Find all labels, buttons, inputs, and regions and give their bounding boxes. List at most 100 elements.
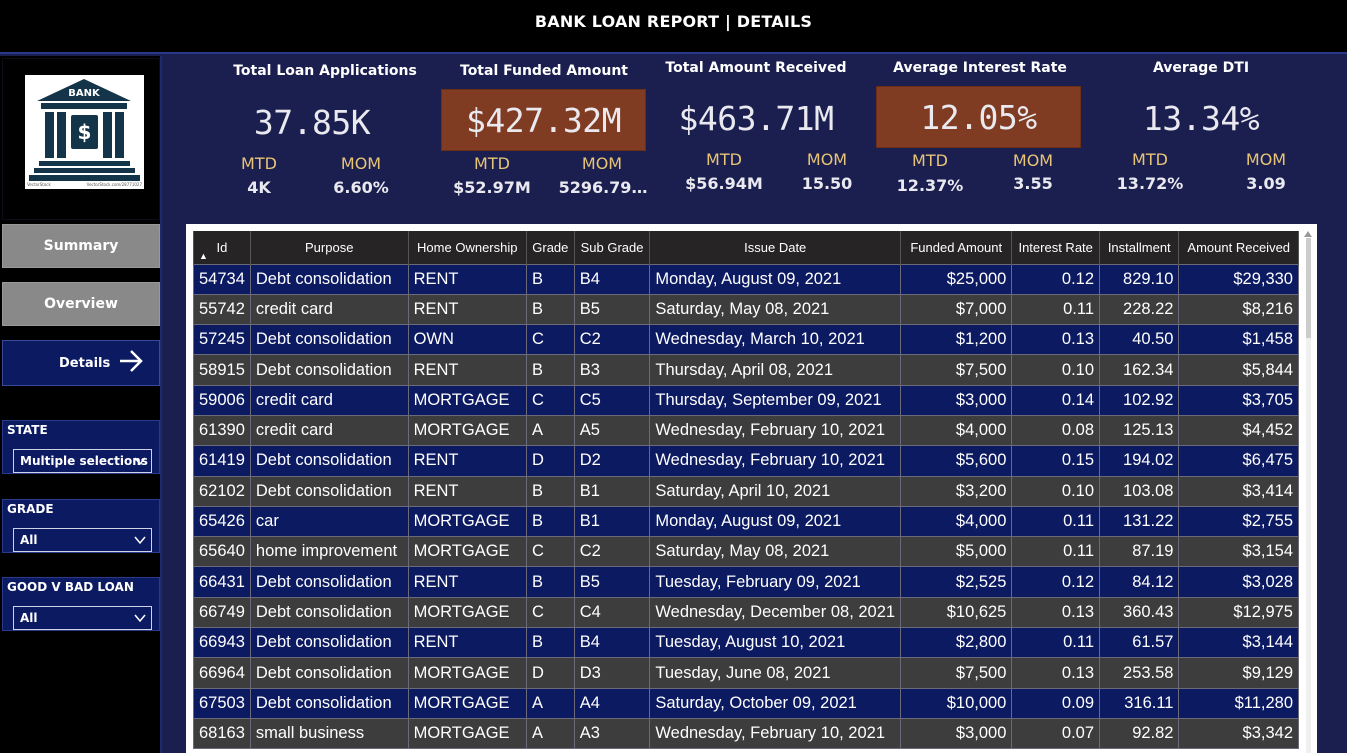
column-header-funded-amount[interactable]: Funded Amount bbox=[900, 231, 1013, 264]
kpi-value: $463.71M bbox=[678, 98, 834, 138]
table-cell: 0.10 bbox=[1011, 354, 1101, 386]
nav-details-label: Details bbox=[59, 355, 111, 371]
table-row[interactable]: 67503 Debt consolidation MORTGAGE A A4 Saturd… bbox=[193, 687, 1299, 719]
kpi-title: Total Loan Applications bbox=[233, 63, 417, 79]
kpi-mtd-label: MTD bbox=[474, 154, 510, 173]
column-header-purpose[interactable]: Purpose bbox=[249, 231, 409, 264]
table-cell: $2,800 bbox=[900, 627, 1013, 659]
dollar-sign-icon: $ bbox=[78, 120, 92, 144]
table-cell: 0.08 bbox=[1011, 414, 1101, 447]
table-cell: Wednesday, February 10, 2021 bbox=[649, 414, 902, 447]
table-cell: RENT bbox=[407, 627, 527, 659]
state-dropdown-value: Multiple selections bbox=[20, 454, 148, 468]
table-cell: 125.13 bbox=[1099, 414, 1180, 447]
table-cell: 40.50 bbox=[1099, 324, 1180, 356]
table-cell: MORTGAGE bbox=[407, 717, 527, 750]
table-row[interactable]: 54734 Debt consolidation RENT B B4 Monday, Au… bbox=[193, 263, 1299, 295]
table-row[interactable]: 66943 Debt consolidation RENT B B4 Tuesday, A… bbox=[193, 627, 1299, 659]
table-cell: Thursday, April 08, 2021 bbox=[649, 354, 902, 386]
table-cell: 67503 bbox=[193, 687, 251, 719]
table-cell: 131.22 bbox=[1099, 505, 1180, 538]
table-cell: B bbox=[525, 475, 575, 507]
table-cell: $7,000 bbox=[900, 293, 1013, 326]
grade-dropdown[interactable]: All bbox=[13, 528, 152, 552]
table-cell: 360.43 bbox=[1099, 596, 1180, 629]
table-cell: 0.07 bbox=[1011, 717, 1101, 750]
table-cell: $5,844 bbox=[1178, 354, 1299, 386]
kpi-mom-label: MOM bbox=[581, 154, 623, 173]
table-cell: $3,000 bbox=[900, 384, 1013, 416]
nav-summary-button[interactable]: Summary bbox=[2, 224, 160, 268]
good-bad-loan-dropdown-value: All bbox=[20, 611, 38, 625]
table-row[interactable]: 55742 credit card RENT B B5 Saturday, May 08,… bbox=[193, 293, 1299, 326]
grade-dropdown-value: All bbox=[20, 533, 38, 547]
state-dropdown[interactable]: Multiple selections bbox=[13, 449, 152, 473]
table-cell: 61419 bbox=[193, 445, 251, 477]
column-header-issue-date[interactable]: Issue Date bbox=[649, 231, 902, 264]
table-row[interactable]: 66964 Debt consolidation MORTGAGE D D3 Tuesda… bbox=[193, 657, 1299, 689]
table-cell: credit card bbox=[249, 293, 409, 326]
column-header-home-ownership[interactable]: Home Ownership bbox=[407, 231, 527, 264]
column-header-amount-received[interactable]: Amount Received bbox=[1178, 231, 1299, 264]
table-cell: 66749 bbox=[193, 596, 251, 629]
kpi-mom-value: 5296.79… bbox=[558, 178, 648, 197]
kpi-mtd-value: $52.97M bbox=[453, 178, 531, 197]
column-header-id[interactable]: Id ▲ bbox=[193, 231, 251, 264]
page-title: BANK LOAN REPORT | DETAILS bbox=[534, 12, 813, 31]
table-cell: 0.12 bbox=[1011, 263, 1101, 295]
table-row[interactable]: 65426 car MORTGAGE B B1 Monday, August 09, 20… bbox=[193, 505, 1299, 538]
column-header-sub-grade[interactable]: Sub Grade bbox=[573, 231, 651, 264]
table-cell: Debt consolidation bbox=[249, 596, 409, 629]
kpi-title: Average DTI bbox=[1152, 60, 1250, 76]
table-row[interactable]: 57245 Debt consolidation OWN C C2 Wednesday, … bbox=[193, 324, 1299, 356]
top-bar: BANK LOAN REPORT | DETAILS bbox=[0, 0, 1347, 54]
table-cell: C bbox=[525, 596, 575, 629]
table-cell: $7,500 bbox=[900, 354, 1013, 386]
table-row[interactable]: 66431 Debt consolidation RENT B B5 Tuesday, F… bbox=[193, 566, 1299, 598]
table-row[interactable]: 61419 Debt consolidation RENT D D2 Wednesday,… bbox=[193, 445, 1299, 477]
kpi-value: $427.32M bbox=[441, 89, 646, 151]
table-cell: Saturday, April 10, 2021 bbox=[649, 475, 902, 507]
table-cell: 61390 bbox=[193, 414, 251, 447]
table-cell: $3,414 bbox=[1178, 475, 1299, 507]
chevron-down-icon bbox=[134, 614, 146, 623]
kpi-mom-value: 3.09 bbox=[1246, 174, 1286, 193]
nav-overview-button[interactable]: Overview bbox=[2, 282, 160, 326]
table-cell: $3,200 bbox=[900, 475, 1013, 507]
table-cell: 54734 bbox=[193, 263, 251, 295]
table-row[interactable]: 58915 Debt consolidation RENT B B3 Thursday, … bbox=[193, 354, 1299, 386]
table-cell: A3 bbox=[573, 717, 651, 750]
scrollbar-thumb[interactable] bbox=[1306, 238, 1311, 338]
table-cell: RENT bbox=[407, 445, 527, 477]
table-cell: C bbox=[525, 324, 575, 356]
sidebar: BANK $ VectorStock VectorStock.com/28771… bbox=[0, 56, 162, 753]
kpi-mom-label: MOM bbox=[1245, 150, 1287, 169]
column-header-interest-rate[interactable]: Interest Rate bbox=[1011, 231, 1101, 264]
table-cell: 66431 bbox=[193, 566, 251, 598]
table-row[interactable]: 59006 credit card MORTGAGE C C5 Thursday, Sep… bbox=[193, 384, 1299, 416]
scroll-up-icon[interactable] bbox=[1303, 230, 1313, 238]
good-bad-loan-dropdown[interactable]: All bbox=[13, 606, 152, 630]
table-cell: 84.12 bbox=[1099, 566, 1180, 598]
table-cell: $4,452 bbox=[1178, 414, 1299, 447]
table-cell: $25,000 bbox=[900, 263, 1013, 295]
kpi-mtd-value: 4K bbox=[247, 178, 271, 197]
table-row[interactable]: 65640 home improvement MORTGAGE C C2 Saturday… bbox=[193, 536, 1299, 568]
table-row[interactable]: 62102 Debt consolidation RENT B B1 Saturday, … bbox=[193, 475, 1299, 507]
column-header-grade[interactable]: Grade bbox=[525, 231, 575, 264]
table-row[interactable]: 68163 small business MORTGAGE A A3 Wednesday,… bbox=[193, 717, 1299, 750]
kpi-mtd-value: $56.94M bbox=[685, 174, 763, 193]
table-cell: 0.14 bbox=[1011, 384, 1101, 416]
bank-building-icon: BANK $ bbox=[29, 79, 140, 181]
table-row[interactable]: 66749 Debt consolidation MORTGAGE C C4 Wednes… bbox=[193, 596, 1299, 629]
table-cell: RENT bbox=[407, 293, 527, 326]
table-cell: $8,216 bbox=[1178, 293, 1299, 326]
column-header-installment[interactable]: Installment bbox=[1099, 231, 1180, 264]
table-cell: $3,705 bbox=[1178, 384, 1299, 416]
table-cell: B1 bbox=[573, 475, 651, 507]
table-row[interactable]: 61390 credit card MORTGAGE A A5 Wednesday, Fe… bbox=[193, 414, 1299, 447]
column-header-label: Grade bbox=[532, 239, 569, 255]
nav-details-button[interactable]: Details bbox=[2, 340, 160, 386]
table-scrollbar[interactable] bbox=[1306, 238, 1311, 753]
table-cell: RENT bbox=[407, 354, 527, 386]
